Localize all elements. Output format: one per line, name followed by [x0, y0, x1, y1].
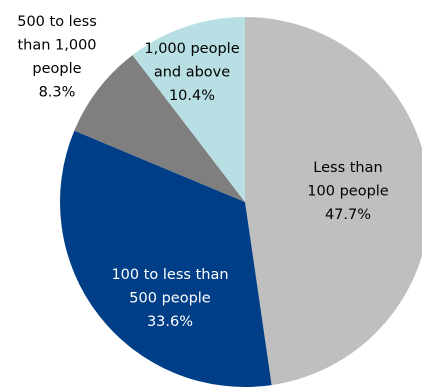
slice-label-line: and above — [154, 65, 230, 81]
slice-label-line: than 1,000 — [17, 38, 96, 54]
slice-label-line: 8.3% — [39, 85, 76, 101]
slice-label-2: 100 to less than 500 people 33.6% — [111, 267, 228, 330]
pie-slice-1 — [245, 17, 422, 386]
slice-label-line: 100 to less than — [111, 267, 228, 283]
pie-slice-2 — [60, 130, 272, 387]
pie-slice-3 — [74, 55, 245, 202]
slice-label-line: 1,000 people — [144, 41, 239, 57]
slice-label-line: Less than — [313, 160, 382, 176]
slice-label-line: 500 people — [129, 291, 211, 307]
slice-label-line: 10.4% — [169, 88, 215, 104]
slice-label-4: 1,000 people and above 10.4% — [144, 41, 239, 104]
pie-slice-4 — [132, 16, 245, 202]
slice-label-3: 500 to less than 1,000 people 8.3% — [17, 14, 97, 101]
slice-label-line: 33.6% — [147, 314, 193, 330]
slice-label-line: 100 people — [307, 184, 389, 200]
pie-labels: Less than 100 people 47.7% 100 to less than… — [17, 14, 389, 330]
pie-slices — [60, 16, 422, 387]
slice-label-line: people — [32, 61, 81, 77]
slice-label-1: Less than 100 people 47.7% — [307, 160, 389, 223]
slice-label-line: 500 to less — [17, 14, 97, 30]
slice-label-line: 47.7% — [325, 207, 371, 223]
